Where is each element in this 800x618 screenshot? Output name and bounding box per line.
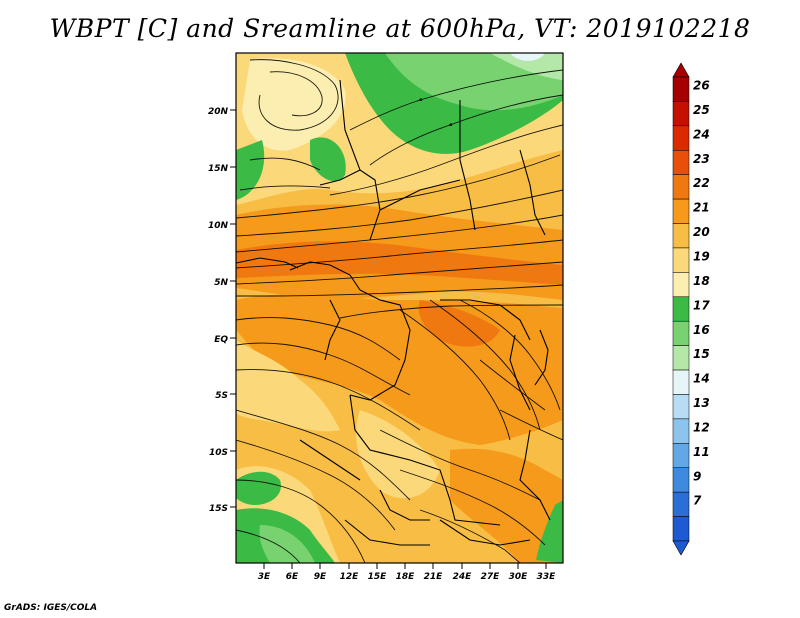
colorbar-segment bbox=[672, 345, 690, 371]
colorbar-segment bbox=[672, 198, 690, 224]
streamlines bbox=[236, 59, 563, 563]
country-borders bbox=[236, 79, 551, 546]
colorbar-top-arrow bbox=[672, 62, 690, 78]
colorbar-label: 11 bbox=[693, 445, 710, 459]
colorbar-segment bbox=[672, 369, 690, 395]
colorbar-label: 26 bbox=[693, 79, 710, 93]
colorbar-bottom-arrow bbox=[672, 540, 690, 556]
colorbar-label: 18 bbox=[693, 274, 710, 288]
colorbar-label: 23 bbox=[693, 152, 710, 166]
colorbar-segment bbox=[672, 296, 690, 322]
colorbar-label: 21 bbox=[693, 201, 710, 215]
chart-title: WBPT [C] and Sreamline at 600hPa, VT: 20… bbox=[49, 14, 751, 43]
colorbar-label: 17 bbox=[693, 298, 710, 312]
colorbar-label: 25 bbox=[693, 103, 710, 117]
lon-label: 33E bbox=[537, 572, 557, 582]
colorbar-segment bbox=[672, 76, 690, 102]
colorbar-segment bbox=[672, 174, 690, 200]
credit-label: GrADS: IGES/COLA bbox=[4, 603, 98, 613]
colorbar: 26 25 24 23 22 21 20 19 18 17 16 15 14 13 12 11 9 7 bbox=[672, 62, 710, 556]
colorbar-segment bbox=[672, 491, 690, 517]
lon-label: 3E bbox=[258, 572, 271, 582]
colorbar-label: 14 bbox=[693, 372, 710, 386]
map-frame bbox=[235, 52, 564, 564]
colorbar-segment bbox=[672, 101, 690, 127]
colorbar-segment bbox=[672, 272, 690, 298]
lat-label: 20N bbox=[208, 107, 229, 117]
colorbar-label: 7 bbox=[693, 494, 702, 508]
colorbar-label: 13 bbox=[693, 396, 710, 410]
lon-label: 27E bbox=[481, 572, 501, 582]
colorbar-label: 24 bbox=[693, 127, 710, 141]
colorbar-segment bbox=[672, 125, 690, 151]
lat-label: 15N bbox=[208, 164, 229, 174]
lon-label: 6E bbox=[286, 572, 299, 582]
colorbar-label: 22 bbox=[693, 176, 710, 190]
lat-label: 5S bbox=[215, 391, 228, 401]
colorbar-segment bbox=[672, 516, 690, 542]
colorbar-label: 19 bbox=[693, 249, 710, 263]
colorbar-label: 15 bbox=[693, 347, 710, 361]
colorbar-label: 12 bbox=[693, 420, 710, 434]
lon-label: 24E bbox=[453, 572, 473, 582]
lon-label: 18E bbox=[396, 572, 416, 582]
colorbar-segment bbox=[672, 150, 690, 175]
lat-label: 10S bbox=[209, 448, 228, 458]
colorbar-label: 9 bbox=[693, 469, 701, 483]
longitude-axis: 3E 6E 9E 12E 15E 18E 21E 24E 27E 30E 33E bbox=[258, 563, 556, 582]
lon-label: 30E bbox=[509, 572, 529, 582]
colorbar-label: 16 bbox=[693, 323, 710, 337]
colorbar-segment bbox=[672, 394, 690, 420]
latitude-axis: 20N 15N 10N 5N EQ 5S 10S 15S bbox=[208, 107, 236, 514]
lon-label: 9E bbox=[314, 572, 327, 582]
lat-label: 15S bbox=[209, 504, 228, 514]
wbpt-field bbox=[236, 53, 563, 563]
lat-label: 10N bbox=[208, 221, 229, 231]
colorbar-segment bbox=[672, 223, 690, 249]
colorbar-segment bbox=[672, 443, 690, 468]
colorbar-segment bbox=[672, 467, 690, 493]
lon-label: 12E bbox=[340, 572, 360, 582]
colorbar-segment bbox=[672, 320, 690, 346]
lat-label: EQ bbox=[214, 335, 228, 345]
lon-label: 21E bbox=[424, 572, 444, 582]
lon-label: 15E bbox=[368, 572, 388, 582]
lat-label: 5N bbox=[214, 278, 228, 288]
colorbar-segment bbox=[672, 418, 690, 444]
colorbar-segment bbox=[672, 247, 690, 273]
colorbar-label: 20 bbox=[693, 225, 710, 239]
